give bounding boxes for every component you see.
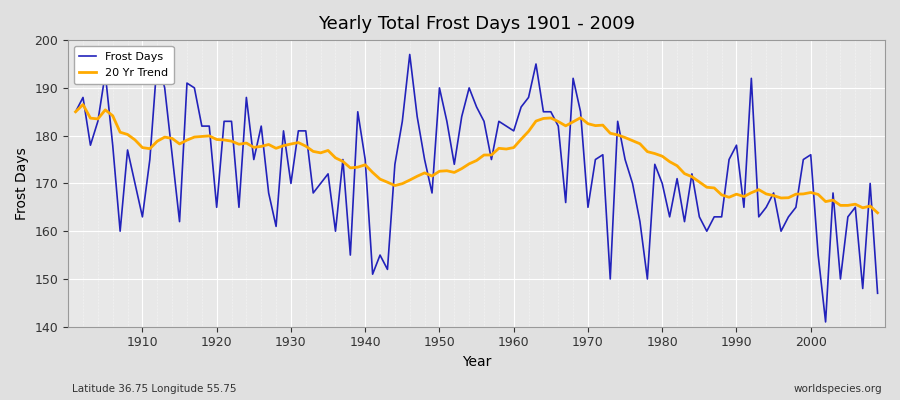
20 Yr Trend bbox=[605, 131, 616, 136]
Line: Frost Days: Frost Days bbox=[76, 54, 878, 322]
Frost Days bbox=[508, 128, 519, 133]
20 Yr Trend bbox=[508, 145, 519, 150]
Text: worldspecies.org: worldspecies.org bbox=[794, 384, 882, 394]
Frost Days bbox=[130, 181, 140, 186]
20 Yr Trend bbox=[516, 137, 526, 142]
Title: Yearly Total Frost Days 1901 - 2009: Yearly Total Frost Days 1901 - 2009 bbox=[318, 15, 635, 33]
Line: 20 Yr Trend: 20 Yr Trend bbox=[76, 104, 878, 213]
20 Yr Trend bbox=[137, 145, 148, 150]
Frost Days bbox=[605, 276, 616, 281]
Frost Days bbox=[338, 157, 348, 162]
X-axis label: Year: Year bbox=[462, 355, 491, 369]
Legend: Frost Days, 20 Yr Trend: Frost Days, 20 Yr Trend bbox=[74, 46, 174, 84]
Frost Days bbox=[404, 52, 415, 57]
20 Yr Trend bbox=[77, 102, 88, 107]
Frost Days bbox=[516, 104, 526, 109]
Frost Days bbox=[820, 320, 831, 324]
20 Yr Trend bbox=[872, 210, 883, 215]
20 Yr Trend bbox=[70, 109, 81, 114]
20 Yr Trend bbox=[301, 144, 311, 148]
Y-axis label: Frost Days: Frost Days bbox=[15, 147, 29, 220]
20 Yr Trend bbox=[345, 166, 356, 170]
Frost Days bbox=[293, 128, 304, 133]
Frost Days bbox=[70, 109, 81, 114]
Text: Latitude 36.75 Longitude 55.75: Latitude 36.75 Longitude 55.75 bbox=[72, 384, 237, 394]
Frost Days bbox=[872, 291, 883, 296]
